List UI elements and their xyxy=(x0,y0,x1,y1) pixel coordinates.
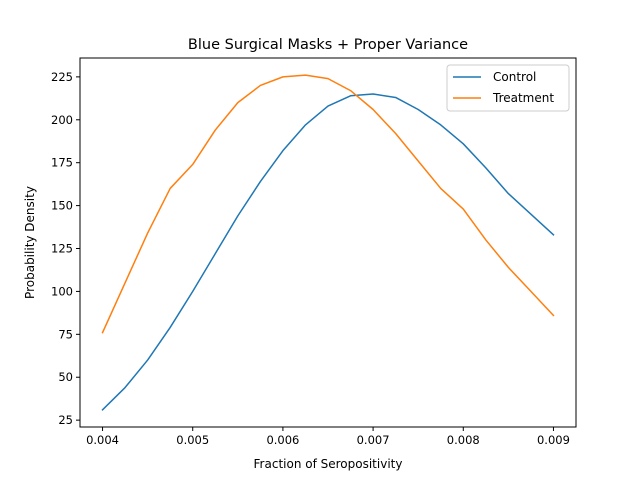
x-tick-label: 0.006 xyxy=(266,433,299,447)
x-axis-label: Fraction of Seropositivity xyxy=(254,457,403,471)
x-axis: 0.004 0.005 0.006 0.007 0.008 0.009 xyxy=(86,427,570,447)
x-tick-label: 0.004 xyxy=(86,433,119,447)
y-tick-label: 200 xyxy=(51,113,73,127)
y-axis: 25 50 75 100 125 150 175 200 225 xyxy=(51,70,80,427)
legend-label-control: Control xyxy=(493,70,536,84)
y-tick-label: 125 xyxy=(51,242,73,256)
x-tick-label: 0.009 xyxy=(537,433,570,447)
x-tick-label: 0.007 xyxy=(357,433,390,447)
legend: Control Treatment xyxy=(446,64,570,112)
x-tick-label: 0.008 xyxy=(447,433,480,447)
x-tick-label: 0.005 xyxy=(176,433,209,447)
y-tick-label: 150 xyxy=(51,199,73,213)
series-line-control xyxy=(101,93,555,411)
y-axis-label: Probability Density xyxy=(23,186,37,299)
y-tick-label: 100 xyxy=(51,284,73,298)
y-tick-label: 50 xyxy=(58,370,73,384)
y-tick-label: 75 xyxy=(58,327,73,341)
series-layer xyxy=(101,74,555,411)
legend-label-treatment: Treatment xyxy=(492,91,554,105)
y-tick-label: 225 xyxy=(51,70,73,84)
y-tick-label: 25 xyxy=(58,413,73,427)
plot-frame xyxy=(79,57,577,428)
series-line-treatment xyxy=(101,74,555,334)
chart-title: Blue Surgical Masks + Proper Variance xyxy=(188,37,468,53)
y-tick-label: 175 xyxy=(51,156,73,170)
